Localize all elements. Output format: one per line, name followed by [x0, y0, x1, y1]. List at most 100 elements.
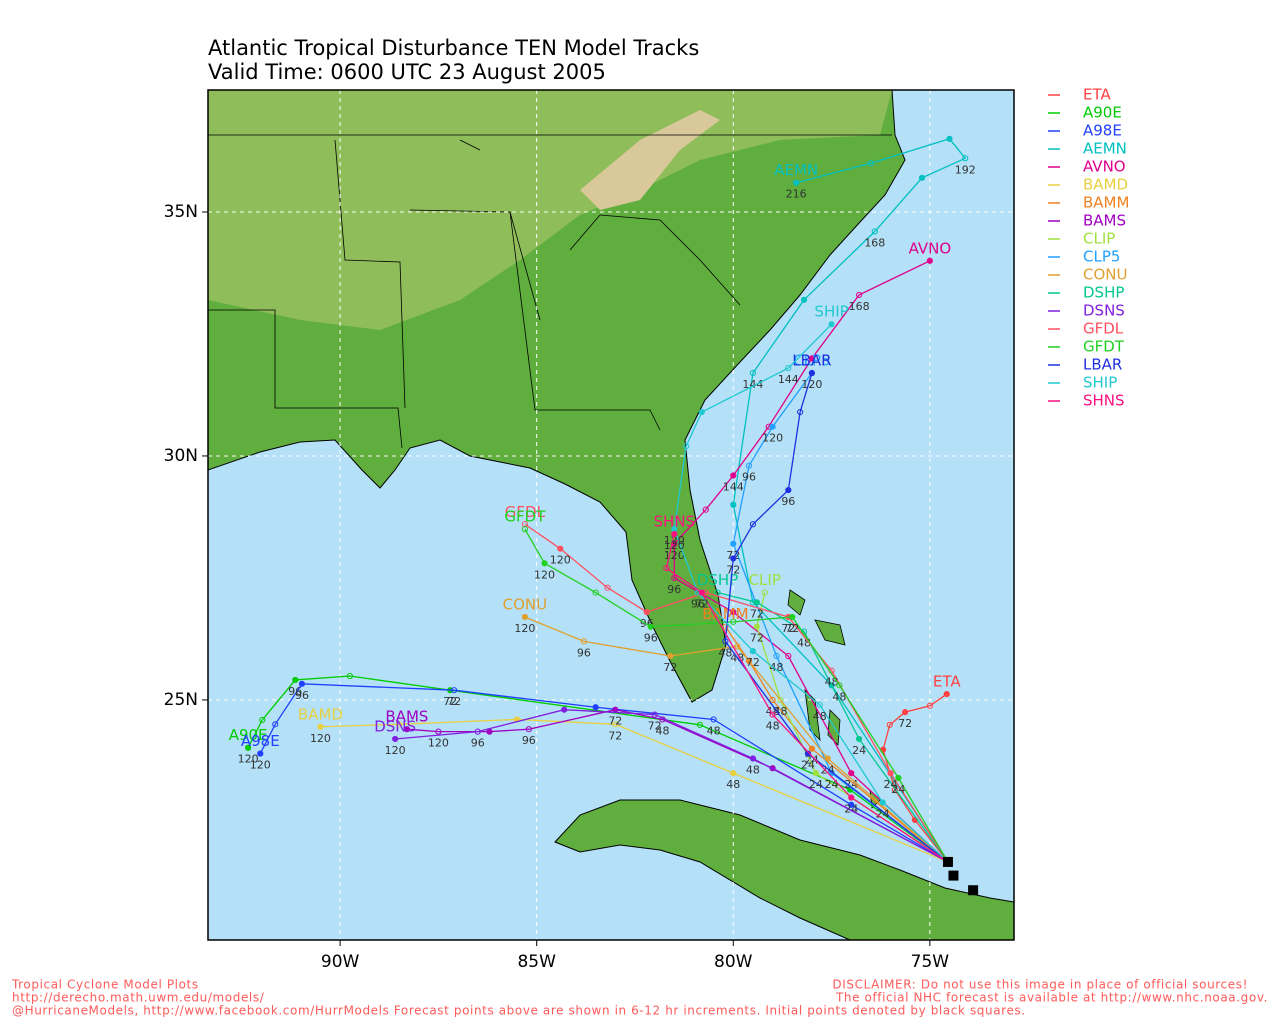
hour-label: 72: [785, 622, 799, 635]
track-point: [777, 696, 784, 704]
track-point: [855, 735, 863, 743]
track-name: GFDT: [504, 508, 546, 526]
track-point: [702, 506, 709, 513]
track-point: [749, 369, 757, 377]
hour-label: 24: [844, 803, 858, 816]
track-point: [785, 487, 792, 494]
legend-label: GFDT: [1083, 338, 1125, 356]
legend-label: A90E: [1083, 104, 1122, 122]
hour-label: 72: [447, 695, 461, 708]
legend-label: CONU: [1083, 266, 1127, 284]
hour-label: 96: [522, 734, 536, 747]
footer-right: The official NHC forecast is available a…: [835, 991, 1268, 1005]
hour-label: 24: [884, 778, 898, 791]
hour-label: 192: [955, 163, 976, 176]
hour-label: 96: [577, 646, 591, 659]
track-point: [259, 716, 266, 724]
track-point: [926, 702, 933, 709]
track-point: [891, 786, 898, 793]
hour-label: 48: [770, 661, 784, 674]
track-name: CLP5: [793, 352, 830, 370]
track-point: [580, 638, 587, 645]
hour-label: 120: [801, 378, 822, 391]
track-name: AEMN: [774, 161, 818, 179]
bahamas: [787, 589, 881, 809]
legend-label: BAMS: [1083, 212, 1126, 230]
track-point: [793, 179, 800, 186]
legend-label: CLIP: [1083, 230, 1115, 248]
hour-label: 72: [443, 695, 457, 708]
y-tick-label: 25N: [164, 690, 198, 710]
hour-label: 120: [514, 622, 535, 635]
hour-label: 24: [891, 783, 905, 796]
track-point: [392, 735, 399, 743]
hour-label: 72: [695, 598, 709, 611]
hour-label: 96: [667, 583, 681, 596]
track-name: AVNO: [909, 239, 952, 257]
legend-label: BAMM: [1083, 194, 1129, 212]
track-line: [724, 372, 949, 863]
track-point: [855, 291, 863, 299]
initial-point: [968, 885, 979, 896]
track-point: [886, 721, 893, 728]
track-point: [698, 589, 705, 596]
hour-label: 120: [385, 744, 406, 757]
track-point: [298, 680, 306, 687]
track-point: [612, 706, 619, 713]
track-point: [800, 296, 808, 303]
hour-label: 48: [718, 646, 732, 659]
hour-label: 120: [664, 534, 685, 547]
track-point: [730, 472, 737, 479]
hour-label: 120: [664, 539, 685, 552]
track-point: [612, 721, 619, 728]
track-point: [773, 652, 780, 660]
track-point: [789, 613, 796, 621]
track-point: [812, 770, 819, 777]
hour-label: 72: [648, 720, 662, 733]
hour-label: 120: [250, 759, 271, 772]
track-point: [749, 648, 757, 655]
map-frame: [207, 89, 1015, 941]
footer-right: DISCLAIMER: Do not use this image in pla…: [832, 978, 1248, 992]
legend-label: CLP5: [1083, 248, 1120, 266]
legend-label: SHIP: [1083, 374, 1117, 392]
track-point: [525, 726, 532, 733]
hour-label: 48: [707, 724, 721, 737]
hour-label: 144: [742, 378, 763, 391]
hour-label: 48: [746, 763, 760, 776]
track-point: [604, 584, 611, 591]
track-point: [730, 501, 737, 508]
track-point: [785, 652, 792, 660]
track-point: [918, 174, 926, 181]
track-point: [521, 526, 528, 533]
track-point: [926, 257, 933, 264]
track-line: [724, 626, 949, 863]
hour-label: 24: [876, 807, 890, 820]
hour-label: 96: [471, 737, 485, 750]
track-name: SHNS: [654, 513, 696, 531]
hour-label: 24: [809, 778, 823, 791]
track-point: [647, 623, 654, 630]
state-borders: [208, 134, 892, 449]
track-point: [730, 618, 737, 625]
track-point: [722, 623, 729, 630]
hour-label: 72: [898, 717, 912, 730]
hour-label: 72: [781, 622, 795, 635]
legend-label: ETA: [1083, 86, 1111, 104]
track-line: [524, 616, 949, 863]
track-point: [734, 643, 741, 650]
track-point: [808, 369, 816, 377]
track-point: [710, 716, 717, 723]
track-point: [785, 365, 792, 372]
track-point: [245, 744, 252, 751]
track-line: [320, 718, 949, 863]
legend-label: DSNS: [1083, 302, 1125, 320]
legend-label: LBAR: [1083, 356, 1122, 374]
hour-label: 216: [786, 188, 807, 201]
track-point: [346, 672, 354, 680]
hour-label: 168: [849, 300, 870, 313]
hour-label: 72: [750, 607, 764, 620]
track-point: [541, 560, 548, 567]
hour-label: 24: [825, 778, 839, 791]
